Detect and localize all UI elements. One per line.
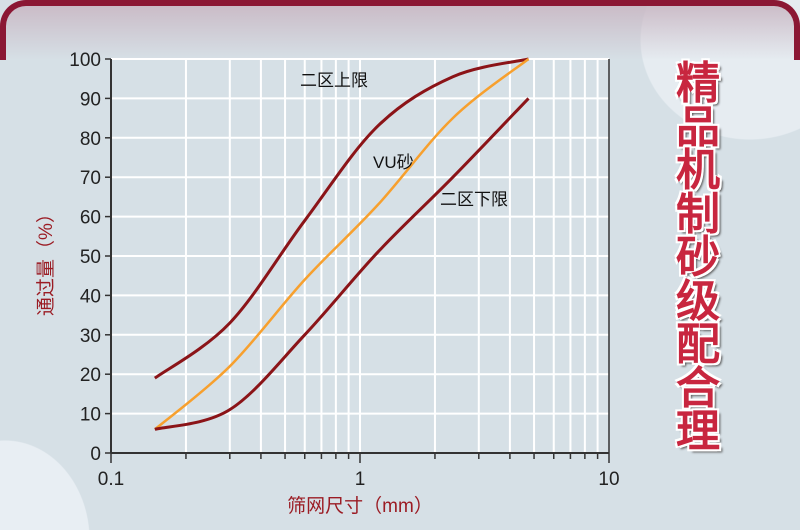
title-char: 品 — [676, 101, 720, 153]
x-axis-label: 筛网尺寸（mm） — [287, 495, 433, 517]
y-tick-label: 100 — [69, 50, 101, 71]
series-lines — [153, 57, 530, 431]
series-line-1 — [153, 57, 529, 380]
y-tick-label: 60 — [80, 208, 101, 229]
x-tick-label: 10 — [598, 469, 619, 490]
series-label: VU砂 — [373, 153, 414, 172]
y-tick-label: 80 — [80, 129, 101, 150]
y-tick-label: 30 — [80, 326, 101, 347]
title-char: 合 — [676, 362, 720, 414]
y-tick-label: 90 — [80, 89, 101, 110]
series-label: 二区上限 — [300, 71, 368, 90]
axes — [105, 58, 610, 463]
title-char: 理 — [676, 406, 720, 457]
title-char: 级 — [676, 275, 720, 327]
y-axis-label: 通过量（%） — [35, 204, 57, 316]
y-tick-label: 20 — [80, 365, 101, 386]
y-tick-label: 40 — [80, 286, 101, 307]
vertical-title: 精品机制砂级配合理 — [668, 62, 728, 454]
labels: 0 10 20 30 40 50 60 70 80 90 100 0.1 1 10 筛网尺寸（mm） 通过量（… — [35, 50, 620, 517]
title-char: 砂 — [676, 232, 720, 283]
series-line-3 — [154, 97, 530, 431]
series-label: 二区下限 — [440, 190, 508, 209]
y-tick-label: 70 — [80, 168, 101, 189]
y-tick-label: 0 — [90, 444, 101, 465]
grid — [111, 58, 609, 453]
title-char: 精 — [676, 58, 720, 109]
title-char: 配 — [676, 319, 720, 370]
y-tick-label: 10 — [80, 405, 101, 426]
series-line-2 — [154, 58, 530, 431]
y-tick-label: 50 — [80, 247, 101, 268]
x-tick-label: 0.1 — [98, 469, 124, 490]
top-frame — [0, 0, 800, 60]
x-tick-label: 1 — [355, 469, 366, 490]
title-char: 制 — [676, 188, 720, 240]
title-char: 机 — [676, 145, 720, 196]
